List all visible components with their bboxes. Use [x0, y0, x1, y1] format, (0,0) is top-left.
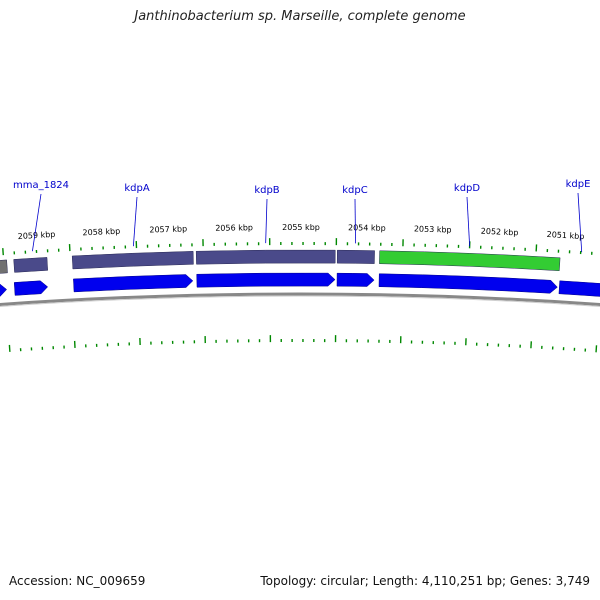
gene-leader-mma-1824	[32, 193, 42, 252]
gene-leader-kdpa	[132, 196, 138, 247]
scale-label: 2056 kbp	[215, 223, 253, 233]
gene-band-kdpb[interactable]	[195, 249, 336, 265]
map-title: Janthinobacterium sp. Marseille, complet…	[134, 9, 466, 24]
cds-arrow-kdpc[interactable]	[336, 272, 375, 287]
cds-arrow-kdpa[interactable]	[73, 274, 194, 293]
gene-label-kdpc[interactable]: kdpC	[342, 185, 367, 196]
cds-arrow-kdpe[interactable]	[558, 280, 600, 297]
gene-label-kdpa[interactable]: kdpA	[124, 183, 149, 194]
scale-label: 2055 kbp	[282, 223, 320, 232]
cds-arrow-left-partial[interactable]	[0, 283, 7, 297]
gene-label-kdpb[interactable]: kdpB	[254, 185, 279, 196]
gene-label-kdpe[interactable]: kdpE	[566, 179, 591, 190]
scale-label: 2057 kbp	[149, 224, 187, 234]
cds-track	[0, 272, 600, 297]
scale-label: 2052 kbp	[481, 227, 519, 238]
scale-label: 2058 kbp	[82, 227, 120, 238]
inner-tick-marks	[8, 335, 598, 353]
gene-leader-kdpb	[265, 198, 268, 244]
gene-labels: mma_1824 kdpA kdpB kdpC kdpD kdpE	[13, 179, 591, 253]
cds-arrow-mma-1824[interactable]	[13, 280, 49, 296]
outer-tick-marks	[2, 238, 593, 256]
gene-leader-kdpe	[577, 192, 583, 253]
scale-labels: 2059 kbp 2058 kbp 2057 kbp 2056 kbp 2055 kbp…	[17, 223, 584, 241]
cds-arrow-kdpd[interactable]	[378, 273, 558, 294]
backbone-highlight	[0, 295, 600, 308]
backbone-line	[0, 292, 600, 307]
gene-leader-kdpd	[466, 196, 471, 247]
gene-band-mma-1824[interactable]	[13, 257, 48, 273]
gene-label-mma-1824[interactable]: mma_1824	[13, 180, 69, 191]
scale-label: 2059 kbp	[17, 230, 55, 241]
gene-label-kdpd[interactable]: kdpD	[454, 183, 480, 194]
gene-track	[0, 249, 561, 274]
scale-label: 2053 kbp	[414, 224, 452, 234]
gene-band-kdpc[interactable]	[336, 249, 375, 264]
genome-summary-text: Topology: circular; Length: 4,110,251 bp…	[260, 574, 590, 588]
genome-backbone	[0, 292, 600, 308]
gene-leader-kdpc	[354, 198, 356, 244]
gene-band-kdpa[interactable]	[71, 251, 194, 270]
scale-label: 2051 kbp	[546, 230, 584, 241]
scale-label: 2054 kbp	[348, 223, 386, 233]
gene-band-kdpd[interactable]	[379, 250, 561, 272]
accession-text: Accession: NC_009659	[9, 574, 146, 588]
gene-band-left-partial[interactable]	[0, 259, 8, 274]
cds-arrow-kdpb[interactable]	[196, 272, 336, 288]
